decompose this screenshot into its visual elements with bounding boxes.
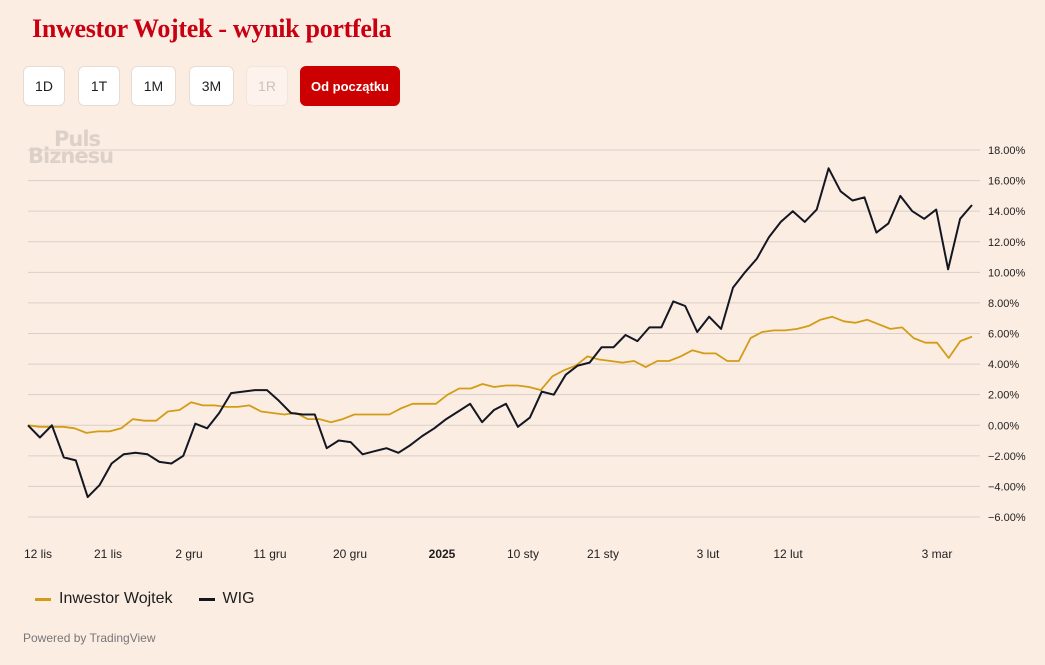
y-tick-label: 10.00% <box>988 267 1026 279</box>
legend-label-wig: WIG <box>223 590 255 608</box>
x-tick-label: 2 gru <box>175 547 202 561</box>
legend-swatch-portfolio <box>35 598 51 601</box>
grid-lines <box>28 150 980 517</box>
y-tick-label: 8.00% <box>988 298 1019 310</box>
x-tick-label: 2025 <box>429 547 456 561</box>
x-tick-label: 3 lut <box>697 547 720 561</box>
y-tick-label: −4.00% <box>988 481 1026 493</box>
line-chart[interactable]: 18.00% 16.00% 14.00% 12.00% 10.00% 8.00% 6.00%… <box>0 0 1045 580</box>
legend-item-wig[interactable]: WIG <box>199 590 255 608</box>
y-tick-label: 14.00% <box>988 206 1026 218</box>
legend-item-portfolio[interactable]: Inwestor Wojtek <box>35 590 173 608</box>
x-tick-label: 12 lut <box>773 547 803 561</box>
x-tick-label: 3 mar <box>922 547 953 561</box>
x-tick-label: 10 sty <box>507 547 539 561</box>
legend-label-portfolio: Inwestor Wojtek <box>59 590 173 608</box>
y-tick-label: 6.00% <box>988 329 1019 341</box>
x-tick-label: 11 gru <box>253 547 286 561</box>
y-tick-label: −6.00% <box>988 512 1026 524</box>
series-lines <box>28 168 972 497</box>
legend: Inwestor Wojtek WIG <box>35 590 281 608</box>
y-axis-ticks: 18.00% 16.00% 14.00% 12.00% 10.00% 8.00% 6.00%… <box>988 145 1026 524</box>
y-tick-label: 0.00% <box>988 420 1019 432</box>
series-line-portfolio[interactable] <box>28 317 972 433</box>
y-tick-label: −2.00% <box>988 451 1026 463</box>
powered-by-tradingview[interactable]: Powered by TradingView <box>23 631 156 645</box>
x-tick-label: 21 lis <box>94 547 122 561</box>
x-tick-label: 12 lis <box>24 547 52 561</box>
y-tick-label: 12.00% <box>988 237 1026 249</box>
x-tick-label: 21 sty <box>587 547 619 561</box>
y-tick-label: 4.00% <box>988 359 1019 371</box>
y-tick-label: 2.00% <box>988 390 1019 402</box>
y-tick-label: 16.00% <box>988 176 1026 188</box>
legend-swatch-wig <box>199 598 215 601</box>
y-tick-label: 18.00% <box>988 145 1026 157</box>
x-tick-label: 20 gru <box>333 547 367 561</box>
series-line-wig[interactable] <box>28 168 972 497</box>
x-axis-ticks: 12 lis 21 lis 2 gru 11 gru 20 gru 2025 10 sty 2… <box>24 547 952 561</box>
